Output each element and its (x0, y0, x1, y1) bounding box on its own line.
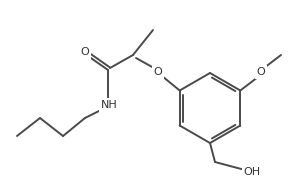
Text: NH: NH (100, 100, 117, 110)
Text: O: O (154, 67, 162, 77)
Text: O: O (256, 67, 266, 77)
Text: O: O (81, 47, 89, 57)
Text: OH: OH (243, 167, 261, 177)
